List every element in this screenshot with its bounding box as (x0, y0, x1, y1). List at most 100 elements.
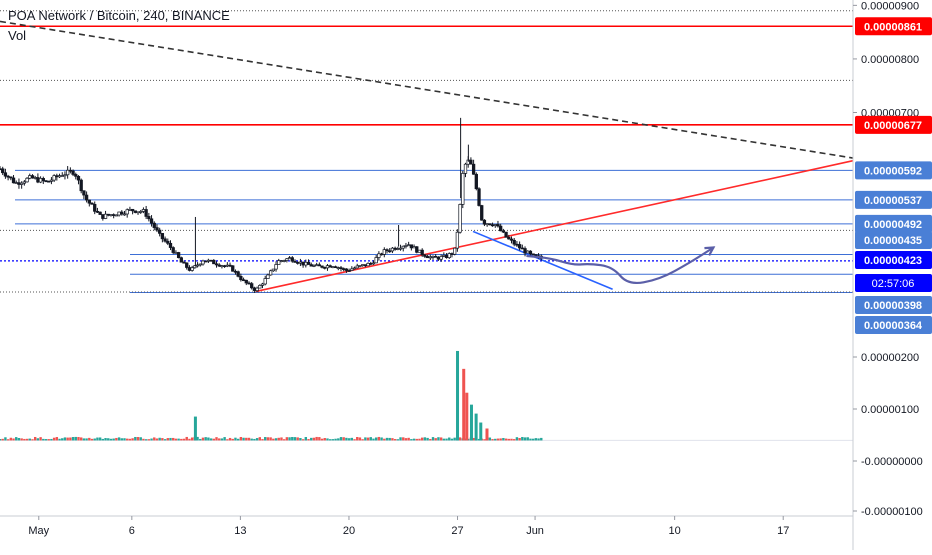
candle-body (328, 265, 332, 268)
volume-bar (190, 437, 194, 441)
volume-bar (429, 438, 432, 441)
volume-bar (98, 437, 102, 441)
volume-bar (431, 437, 435, 441)
time-tick-label: 6 (129, 525, 135, 537)
volume-bar (282, 439, 286, 441)
price-level-tag-bg[interactable] (855, 214, 932, 233)
candle-body (98, 211, 102, 215)
candle-body (250, 283, 254, 289)
trendline-descending-resistance[interactable] (0, 20, 854, 159)
volume-bar (134, 436, 137, 441)
volume-bar (342, 437, 345, 441)
price-level-tag[interactable]: 0.00000364 (864, 320, 923, 332)
volume-bar (220, 438, 224, 441)
candle-body (455, 231, 460, 249)
price-level-tag[interactable]: 0.00000492 (864, 219, 922, 231)
candle-body (434, 255, 438, 258)
price-level-tag-bg[interactable] (855, 296, 932, 314)
price-level-tag[interactable]: 0.00000592 (864, 165, 922, 177)
volume-bar (288, 437, 291, 441)
volume-bar (6, 439, 10, 441)
volume-label[interactable]: Vol (8, 28, 27, 43)
candle-body (93, 203, 97, 212)
candle-body (66, 169, 70, 176)
candle-body (526, 250, 530, 254)
dotted-levels (0, 10, 853, 293)
volume-bar (315, 436, 318, 441)
volume-bar (247, 437, 251, 441)
candle-body (76, 175, 81, 181)
volume-bar (366, 437, 370, 441)
candle-body (60, 175, 64, 177)
volume-bar (63, 437, 67, 441)
volume-bar (261, 439, 264, 441)
volume-bar (337, 438, 340, 441)
candle-body (263, 278, 267, 285)
candle-body (25, 177, 29, 183)
volume-bar (407, 437, 410, 441)
volume-bar (277, 437, 280, 441)
candle-body (439, 256, 443, 260)
price-level-tag-bg[interactable] (855, 115, 932, 134)
volume-spike-bar (465, 392, 469, 441)
price-level-tag[interactable]: 0.00000398 (864, 300, 922, 312)
price-level-tag-bg[interactable] (855, 161, 932, 180)
volume-bar (58, 438, 61, 441)
price-level-tag[interactable]: 0.00000677 (864, 120, 922, 132)
candle-body (477, 188, 481, 206)
candle-body (304, 261, 308, 266)
price-level-tag[interactable]: 0.00000537 (864, 195, 922, 207)
candle-body (358, 265, 362, 267)
price-level-tag[interactable]: 0.00000435 (864, 235, 922, 247)
candle-body (158, 229, 162, 234)
current-price-tag-bg[interactable] (855, 251, 932, 269)
trendline-short-downtrend[interactable] (472, 230, 613, 291)
candle-body (488, 223, 492, 226)
candle-body (117, 211, 121, 216)
volume-bar (272, 438, 275, 441)
current-price-tag[interactable]: 0.00000423 (864, 255, 922, 267)
candle-body (309, 264, 313, 267)
candle-body (122, 213, 127, 216)
candle-body (49, 179, 54, 182)
volume-spike-bar (479, 422, 483, 441)
symbol-title[interactable]: POA Network / Bitcoin, 240, BINANCE (8, 8, 230, 23)
volume-bar (172, 437, 175, 441)
candle-body (212, 259, 216, 265)
trendline-ascending-support[interactable] (255, 159, 854, 293)
volume-bar (69, 437, 72, 441)
time-tick-label: 10 (669, 525, 681, 537)
candle-body (128, 208, 132, 211)
candle-body (507, 236, 511, 240)
candle-body (314, 264, 319, 267)
candle-body (201, 260, 205, 265)
volume-bar (529, 438, 532, 441)
candle-body (247, 282, 251, 285)
volume-bar (264, 437, 267, 441)
price-level-tag-bg[interactable] (855, 190, 932, 209)
volume-bar (93, 438, 96, 441)
volume-bar (326, 438, 329, 441)
volume-bar (177, 438, 180, 441)
volume-bar (280, 437, 283, 441)
price-level-tag[interactable]: 0.00000861 (864, 21, 922, 33)
volume-bar (155, 438, 159, 441)
volume-spike-bar (485, 428, 489, 441)
volume-bar (55, 437, 59, 441)
time-tick-label: 20 (343, 525, 355, 537)
price-level-tag-bg[interactable] (855, 316, 932, 334)
candle-body (409, 244, 414, 249)
volume-bar (199, 438, 202, 441)
projection-path[interactable] (526, 246, 715, 285)
candle-body (396, 248, 400, 250)
price-level-tag-bg[interactable] (855, 17, 932, 36)
volume-bar (513, 439, 516, 441)
volume-bar (412, 438, 416, 441)
candle-body (520, 247, 524, 250)
volume-bar (125, 438, 129, 441)
volume-bar (209, 438, 213, 441)
price-level-tag-bg[interactable] (855, 231, 932, 249)
